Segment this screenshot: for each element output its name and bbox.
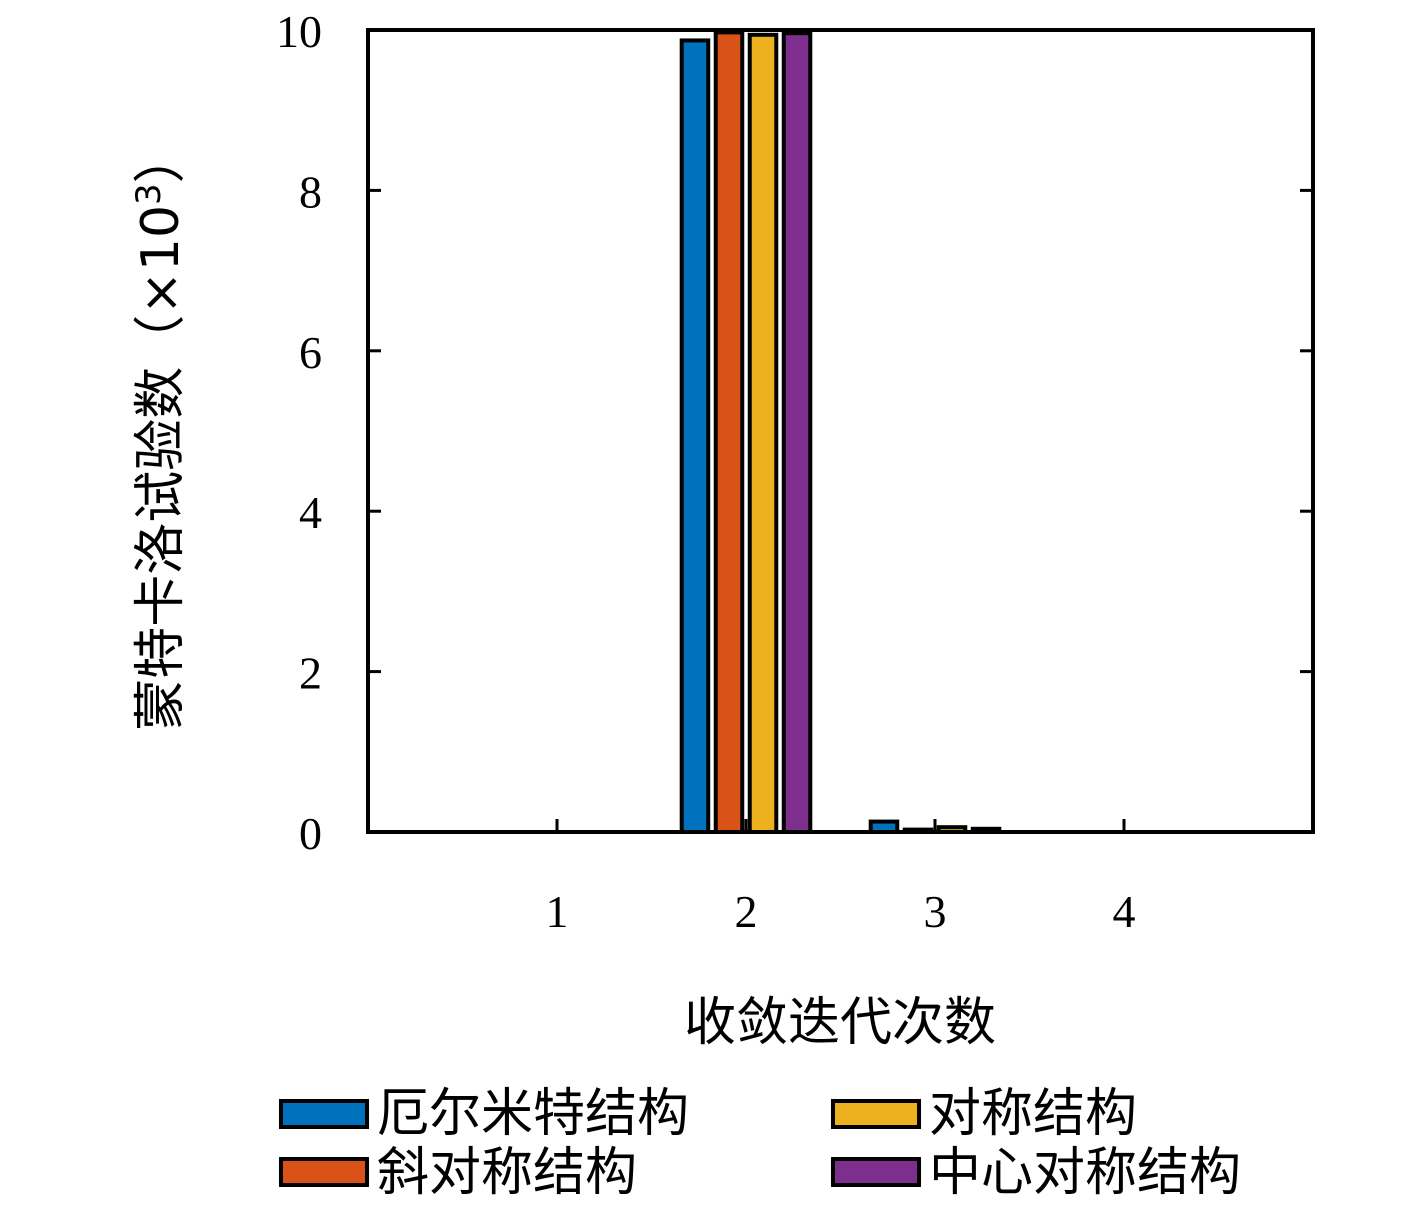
ticks-layer: 1 2 3 4 0 2 4 6 8 10 [276, 6, 1313, 937]
legend-label-series-4: 中心对称结构 [929, 1143, 1241, 1203]
legend-label-series-1: 厄尔米特结构 [377, 1084, 689, 1144]
bar-series-3-cat-2 [747, 32, 779, 834]
legend-label-series-2: 斜对称结构 [377, 1143, 637, 1203]
y-axis-unit-suffix: ） [131, 131, 191, 183]
x-tick-label-1: 1 [546, 886, 569, 937]
legend-swatch-series-3 [831, 1099, 921, 1129]
y-tick-label-10: 10 [276, 6, 322, 57]
y-tick-label-8: 8 [299, 166, 322, 217]
y-axis-title-main: 蒙特卡洛试验数 [131, 367, 191, 731]
y-tick-label-4: 4 [299, 487, 322, 538]
x-tick-label-3: 3 [924, 886, 947, 937]
y-tick-label-0: 0 [299, 808, 322, 859]
legend-label-series-3: 对称结构 [929, 1084, 1137, 1144]
bar-series-4-cat-2 [781, 31, 813, 834]
bar-series-2-cat-2 [713, 30, 745, 834]
x-tick-label-2: 2 [735, 886, 758, 937]
y-tick-label-2: 2 [299, 648, 322, 699]
y-axis-unit-prefix: （×10 [131, 205, 191, 367]
plot-area-frame [366, 28, 1315, 834]
legend: 厄尔米特结构 斜对称结构 对称结构 中心对称结构 [279, 1084, 1241, 1203]
legend-swatch-series-4 [831, 1157, 921, 1187]
y-axis-unit-exponent: 3 [129, 183, 169, 205]
x-tick-label-4: 4 [1113, 886, 1136, 937]
y-tick-label-6: 6 [299, 327, 322, 378]
legend-swatch-series-2 [279, 1157, 369, 1187]
legend-swatch-series-1 [279, 1099, 369, 1129]
y-axis-title: 蒙特卡洛试验数（×103） [129, 131, 191, 730]
bar-series-1-cat-2 [679, 38, 711, 834]
x-axis-title: 收敛迭代次数 [684, 993, 996, 1053]
bars-layer [679, 30, 1002, 834]
